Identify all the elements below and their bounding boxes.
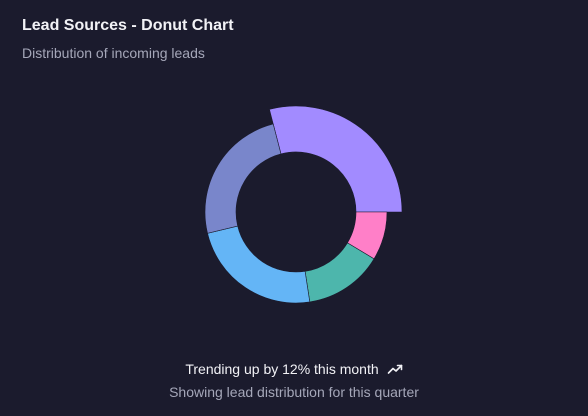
donut-slice-1[interactable] xyxy=(269,105,403,213)
trend-summary: Trending up by 12% this month xyxy=(0,361,588,377)
donut-slice-4[interactable] xyxy=(207,225,311,304)
chart-subtitle: Distribution of incoming leads xyxy=(22,45,205,61)
footer-note: Showing lead distribution for this quart… xyxy=(169,384,419,400)
donut-slice-5[interactable] xyxy=(204,123,282,234)
chart-title: Lead Sources - Donut Chart xyxy=(22,17,234,34)
trending-up-icon xyxy=(387,361,403,377)
trend-text: Trending up by 12% this month xyxy=(185,361,379,377)
donut-slices xyxy=(204,105,403,304)
